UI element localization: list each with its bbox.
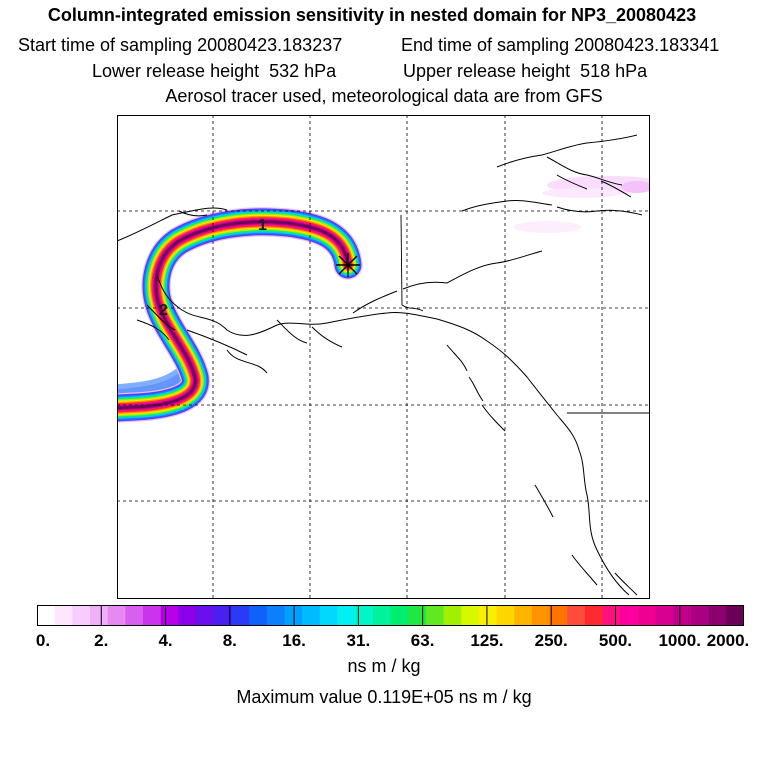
colorbar-tick-label: 16. <box>282 631 306 650</box>
graticule-lines <box>117 115 650 599</box>
end-sampling-text: End time of sampling 20080423.183341 <box>401 35 720 55</box>
map-frame <box>117 115 650 599</box>
colorbar-cell <box>372 605 392 626</box>
colorbar-cell <box>531 605 551 626</box>
colorbar-tick-label: 8. <box>222 631 237 650</box>
plume-band <box>117 220 350 410</box>
colorbar-cell <box>443 605 462 626</box>
colorbar-cell <box>302 605 321 626</box>
colorbar-cell <box>514 605 533 626</box>
release-point-star-icon <box>336 253 360 277</box>
colorbar-cell <box>178 605 197 626</box>
tracer-info-text: Aerosol tracer used, meteorological data… <box>165 86 603 106</box>
political-borders <box>400 214 650 414</box>
colorbar-tick-label: 63. <box>410 631 435 650</box>
colorbar-tick-label: 2000. <box>706 631 750 650</box>
colorbar-cell <box>708 605 727 626</box>
colorbar-tick-label: 250. <box>534 631 568 650</box>
day-marker-1: 1 <box>258 217 267 234</box>
colorbar-cell <box>355 605 374 626</box>
colorbar-cell <box>72 605 91 626</box>
colorbar-cell <box>478 605 498 626</box>
colorbar-cell <box>496 605 515 626</box>
upper-release-text: Upper release height 518 hPa <box>403 61 648 81</box>
colorbar-cell <box>690 605 710 626</box>
colorbar-cell <box>461 605 480 626</box>
colorbar-cell <box>584 605 604 626</box>
colorbar <box>37 605 744 626</box>
colorbar-cell <box>213 605 233 626</box>
colorbar-cell <box>319 605 339 626</box>
map-canvas: 1 2 <box>117 115 650 599</box>
colorbar-tick-label: 1000. <box>658 631 701 650</box>
colorbar-cell <box>602 605 621 626</box>
chart-title: Column-integrated emission sensitivity i… <box>47 5 697 25</box>
coastlines <box>117 134 643 596</box>
colorbar-cell <box>125 605 144 626</box>
colorbar-tick-label: 2. <box>94 631 109 650</box>
colorbar-cell <box>726 605 744 626</box>
colorbar-cell <box>160 605 180 626</box>
colorbar-tick-label: 31. <box>346 631 371 650</box>
colorbar-cell <box>673 605 692 626</box>
colorbar-tick-label: 0. <box>35 631 51 650</box>
start-sampling-text: Start time of sampling 20080423.183237 <box>18 35 343 55</box>
sensitivity-patch-northeast <box>513 176 650 233</box>
colorbar-cell <box>637 605 657 626</box>
colorbar-units: ns m / kg <box>347 656 421 676</box>
emission-plume <box>117 207 363 423</box>
colorbar-cell <box>408 605 427 626</box>
colorbar-cell <box>337 605 356 626</box>
colorbar-tick-label: 500. <box>598 631 632 650</box>
map-panel: 1 2 <box>117 115 650 599</box>
colorbar-cell <box>266 605 286 626</box>
colorbar-tick-label: 125. <box>470 631 504 650</box>
colorbar-cell <box>284 605 303 626</box>
lower-release-text: Lower release height 532 hPa <box>92 61 337 81</box>
colorbar-cell <box>37 605 56 626</box>
colorbar-tick-label: 4. <box>158 631 173 650</box>
colorbar-cell <box>390 605 409 626</box>
colorbar-cell <box>231 605 250 626</box>
colorbar-cell <box>107 605 126 626</box>
colorbar-cell <box>567 605 586 626</box>
colorbar-cell <box>620 605 639 626</box>
colorbar-cell <box>655 605 674 626</box>
colorbar-cell <box>196 605 215 626</box>
day-marker-2: 2 <box>159 302 168 319</box>
colorbar-cell <box>143 605 162 626</box>
colorbar-cell <box>54 605 73 626</box>
colorbar-cell <box>90 605 109 626</box>
colorbar-cell <box>425 605 445 626</box>
colorbar-cell <box>249 605 268 626</box>
colorbar-cell <box>549 605 568 626</box>
maximum-value-text: Maximum value 0.119E+05 ns m / kg <box>236 687 532 707</box>
